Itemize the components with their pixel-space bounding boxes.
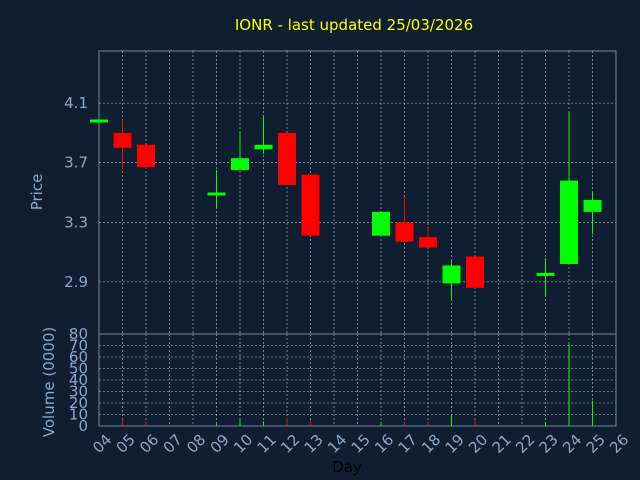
candle-body [395, 222, 414, 242]
day-tick-labels: 0405060708091011121314151617181920212223… [89, 431, 632, 457]
candle-16 [372, 211, 390, 236]
volume-tick-label: 60 [69, 348, 88, 366]
volume-tick-label: 20 [69, 394, 88, 412]
candle-05 [113, 119, 132, 171]
candle-body [466, 256, 484, 288]
x-axis-label: Day [332, 458, 362, 476]
volume-axis-label: Volume (0000) [40, 327, 58, 437]
candle-10 [231, 131, 249, 171]
candle-body [560, 180, 578, 264]
volume-tick-label: 0 [78, 417, 88, 435]
volume-tick-label: 50 [69, 360, 88, 378]
candle-24 [560, 112, 578, 264]
price-tick-label: 3.7 [64, 154, 88, 172]
candle-23 [536, 258, 555, 297]
volume-bars-layer [122, 343, 593, 426]
candle-body [419, 237, 437, 248]
candle-19 [442, 259, 461, 300]
candle-body [254, 144, 273, 150]
candle-body [583, 199, 602, 212]
price-tick-label: 2.9 [64, 273, 88, 291]
volume-tick-label: 80 [69, 325, 88, 343]
candle-body [372, 211, 390, 236]
price-tick-label: 3.3 [64, 213, 88, 231]
volume-tick-label: 70 [69, 337, 88, 355]
candle-body [301, 174, 320, 236]
candle-body [90, 119, 108, 123]
volume-panel-frame [98, 333, 617, 427]
price-tick-label: 4.1 [64, 94, 88, 112]
volume-tick-label: 40 [69, 371, 88, 389]
candle-body [536, 272, 555, 276]
price-tick-labels: 4.1 3.7 3.3 2.9 [64, 94, 88, 291]
y-axis-label: Price [28, 174, 46, 211]
volume-tick-label: 10 [69, 406, 88, 424]
candle-04 [90, 119, 108, 123]
candle-body [137, 144, 155, 168]
candle-13 [301, 174, 320, 236]
candle-20 [466, 256, 484, 288]
candles-layer [90, 112, 602, 300]
candle-17 [395, 196, 414, 242]
candle-25 [583, 192, 602, 235]
candle-18 [419, 228, 437, 248]
chart-title: IONR - last updated 25/03/2026 [235, 16, 473, 34]
candle-body [278, 132, 296, 186]
candle-11 [254, 116, 273, 154]
candle-body [207, 192, 226, 196]
candle-body [113, 132, 132, 148]
volume-tick-label: 30 [69, 383, 88, 401]
candle-12 [278, 132, 296, 186]
candle-body [231, 158, 249, 171]
candle-06 [137, 144, 155, 169]
candle-09 [207, 170, 226, 209]
candle-body [442, 265, 461, 284]
